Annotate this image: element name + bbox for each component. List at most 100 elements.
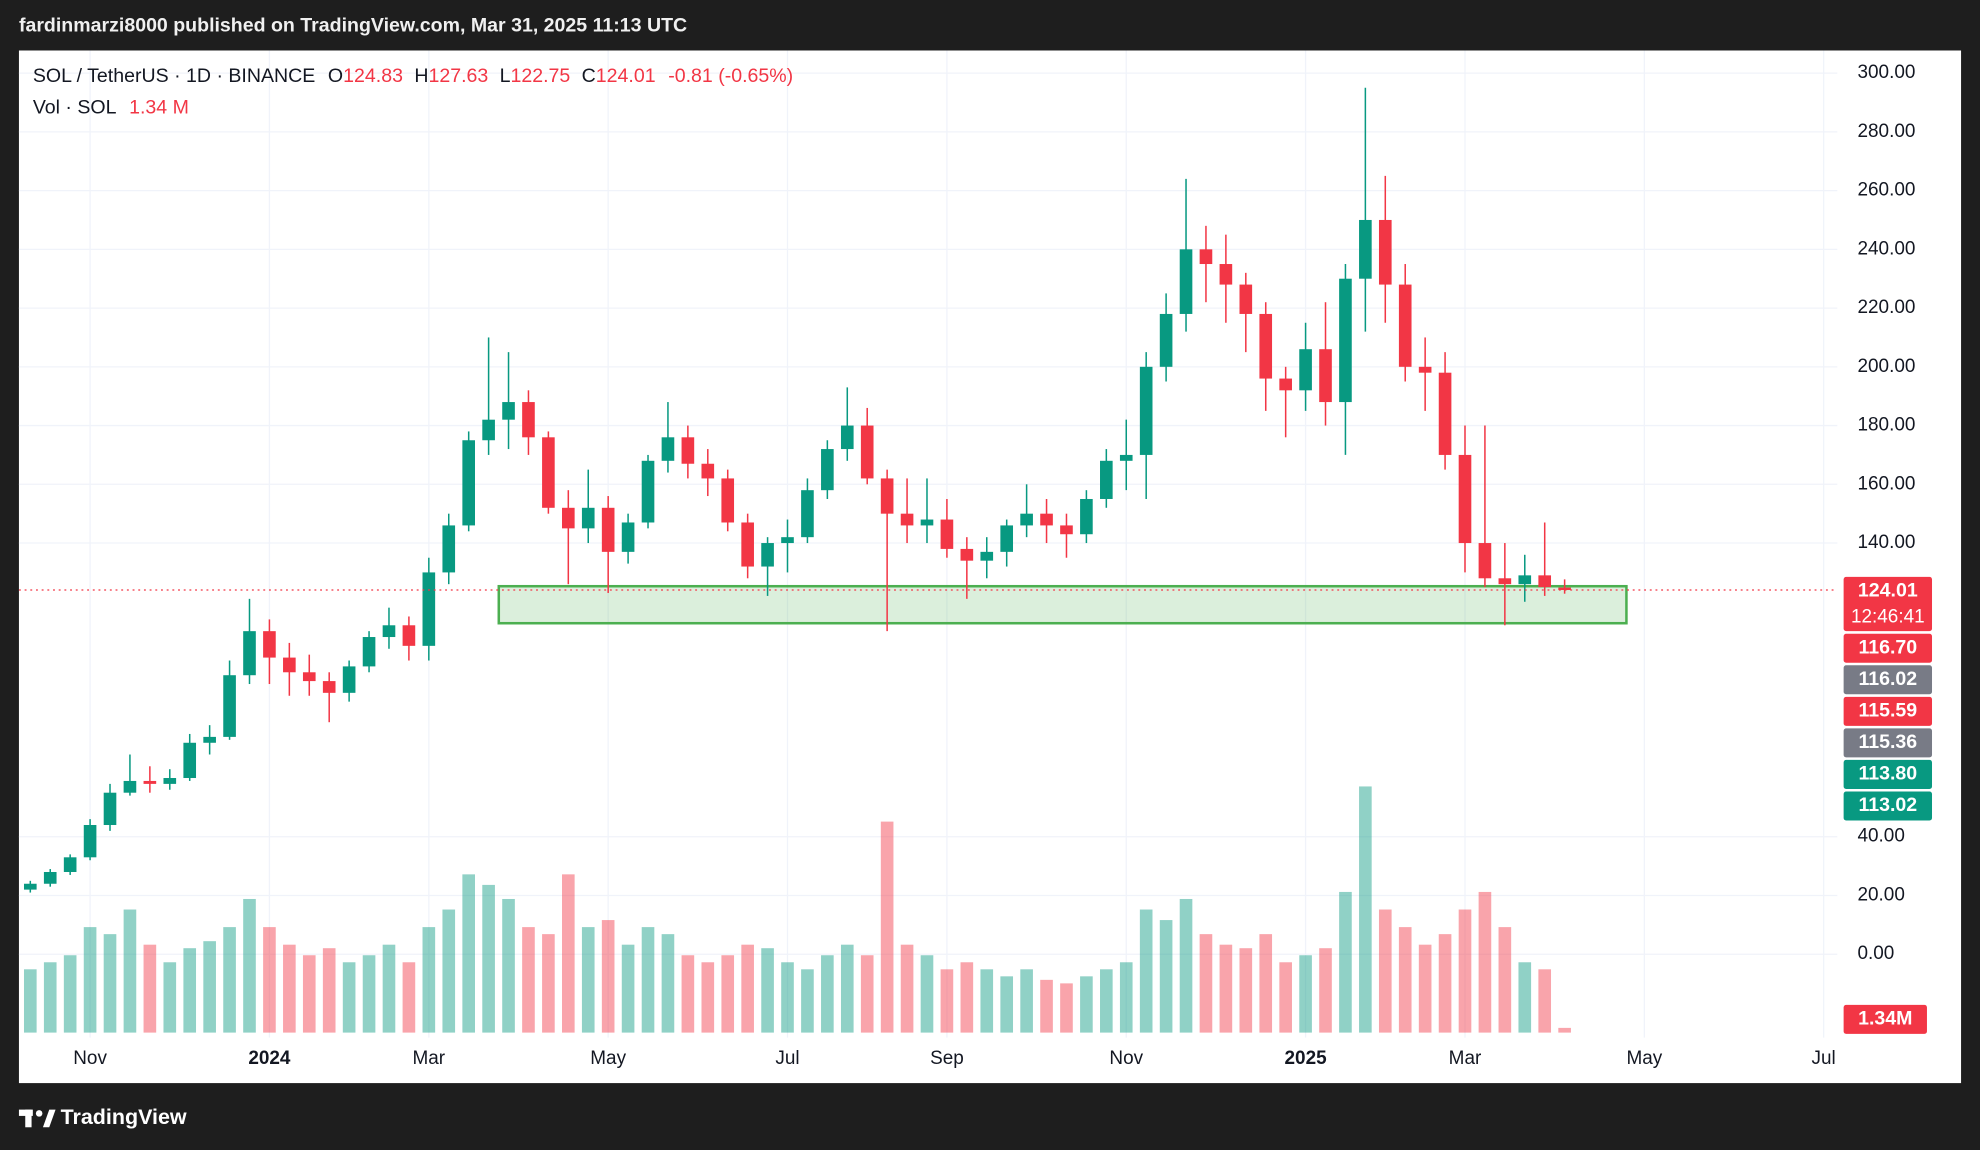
volume-layer <box>23 786 1571 1033</box>
volume-bar <box>1378 909 1392 1033</box>
x-tick-label: Sep <box>930 1048 964 1069</box>
candle-body <box>1319 349 1332 403</box>
volume-bar <box>302 955 316 1033</box>
ohlc-value: 127.63 <box>428 65 488 87</box>
volume-bar <box>1040 979 1053 1033</box>
volume-bar <box>243 898 256 1033</box>
candle-body <box>741 522 754 567</box>
candle-body <box>980 551 994 561</box>
candle-body <box>522 402 535 438</box>
candle-body <box>781 537 794 544</box>
price-tag <box>1843 633 1933 663</box>
symbol: SOL / TetherUS · 1D · BINANCE <box>33 65 315 87</box>
candle-body <box>1080 498 1093 535</box>
ohlc-key: L <box>500 65 511 87</box>
zone-layer <box>497 584 1628 625</box>
candle-body <box>502 402 515 420</box>
volume-bar <box>1299 955 1312 1033</box>
volume-bar <box>1060 983 1073 1033</box>
candle-body <box>23 883 37 890</box>
brand-name: TradingView <box>61 1105 187 1129</box>
grid <box>18 50 1838 1038</box>
volume-bar <box>1398 927 1412 1033</box>
candle-body <box>422 572 436 646</box>
change-value: -0.81 (-0.65%) <box>668 65 793 87</box>
candle-body <box>43 871 57 884</box>
logo-slash <box>42 1109 56 1128</box>
candle-body <box>362 637 376 667</box>
candle-body <box>402 625 416 646</box>
logo-dot <box>35 1110 43 1117</box>
candle-body <box>581 507 595 529</box>
volume-bar <box>23 969 37 1033</box>
candle-body <box>183 742 197 779</box>
candle-body <box>1040 513 1053 526</box>
x-tick-label: May <box>1626 1048 1662 1069</box>
volume-bar <box>43 962 57 1033</box>
candle-body <box>1279 378 1292 391</box>
candle-body <box>1060 525 1073 535</box>
volume-bar <box>462 874 475 1033</box>
price-tag <box>1843 665 1933 695</box>
ohlc-value: 124.83 <box>343 65 403 87</box>
volume-bar <box>1139 909 1153 1033</box>
volume-bar <box>681 955 695 1033</box>
volume-bar <box>1199 934 1213 1033</box>
volume-bar <box>1538 969 1552 1033</box>
price-tag <box>1843 696 1933 726</box>
ohlc-value: 122.75 <box>511 65 571 87</box>
volume-bar <box>721 955 735 1033</box>
volume-bar <box>1339 891 1352 1033</box>
volume-bar <box>821 955 834 1033</box>
candle-body <box>283 657 296 673</box>
support-zone <box>497 584 1628 625</box>
volume-bar <box>860 955 874 1033</box>
candle-body <box>1518 575 1532 585</box>
candle-body <box>940 519 954 549</box>
candle-body <box>1259 313 1273 379</box>
candle-body <box>821 449 834 491</box>
candle-body <box>302 672 316 682</box>
volume-bar <box>1080 976 1093 1033</box>
candle-body <box>1378 219 1392 285</box>
price-tag-label: 116.02 <box>1858 668 1917 690</box>
volume-bar <box>1020 969 1033 1033</box>
volume-bar <box>581 927 595 1033</box>
price-tag-label: 115.59 <box>1858 700 1917 722</box>
candle-body <box>1438 372 1452 455</box>
volume-bar <box>761 948 774 1033</box>
volume-bar <box>1558 1027 1571 1033</box>
candle-body <box>143 780 157 784</box>
candle-body <box>83 825 97 858</box>
volume-bar <box>482 884 495 1033</box>
x-tick-label: Jul <box>1812 1048 1836 1069</box>
candle-body <box>243 631 256 676</box>
volume-bar <box>621 944 635 1033</box>
volume-bar <box>322 948 336 1033</box>
candle-body <box>920 519 934 526</box>
chart-panel <box>18 50 1962 1084</box>
volume-bar <box>1418 944 1432 1033</box>
volume-bar <box>880 821 894 1033</box>
volume-legend: Vol · SOL 1.34 M <box>33 97 189 119</box>
volume-bar <box>203 941 216 1033</box>
volume-name: Vol · SOL <box>33 97 117 119</box>
candle-body <box>681 437 695 464</box>
brand-logo <box>18 1109 56 1128</box>
volume-bar <box>442 909 456 1033</box>
candle-layer <box>18 87 1838 893</box>
volume-bar <box>1119 962 1133 1033</box>
volume-bar <box>143 944 157 1033</box>
volume-bar <box>562 874 575 1033</box>
candle-body <box>63 857 77 872</box>
ohlc-key: O <box>328 65 343 87</box>
logo-stem <box>25 1109 32 1128</box>
ohlc-key: H <box>414 65 428 87</box>
volume-bar <box>741 944 754 1033</box>
candle-body <box>1179 249 1193 314</box>
candle-body <box>163 778 177 784</box>
volume-bar <box>701 962 715 1033</box>
candle-body <box>103 792 117 826</box>
